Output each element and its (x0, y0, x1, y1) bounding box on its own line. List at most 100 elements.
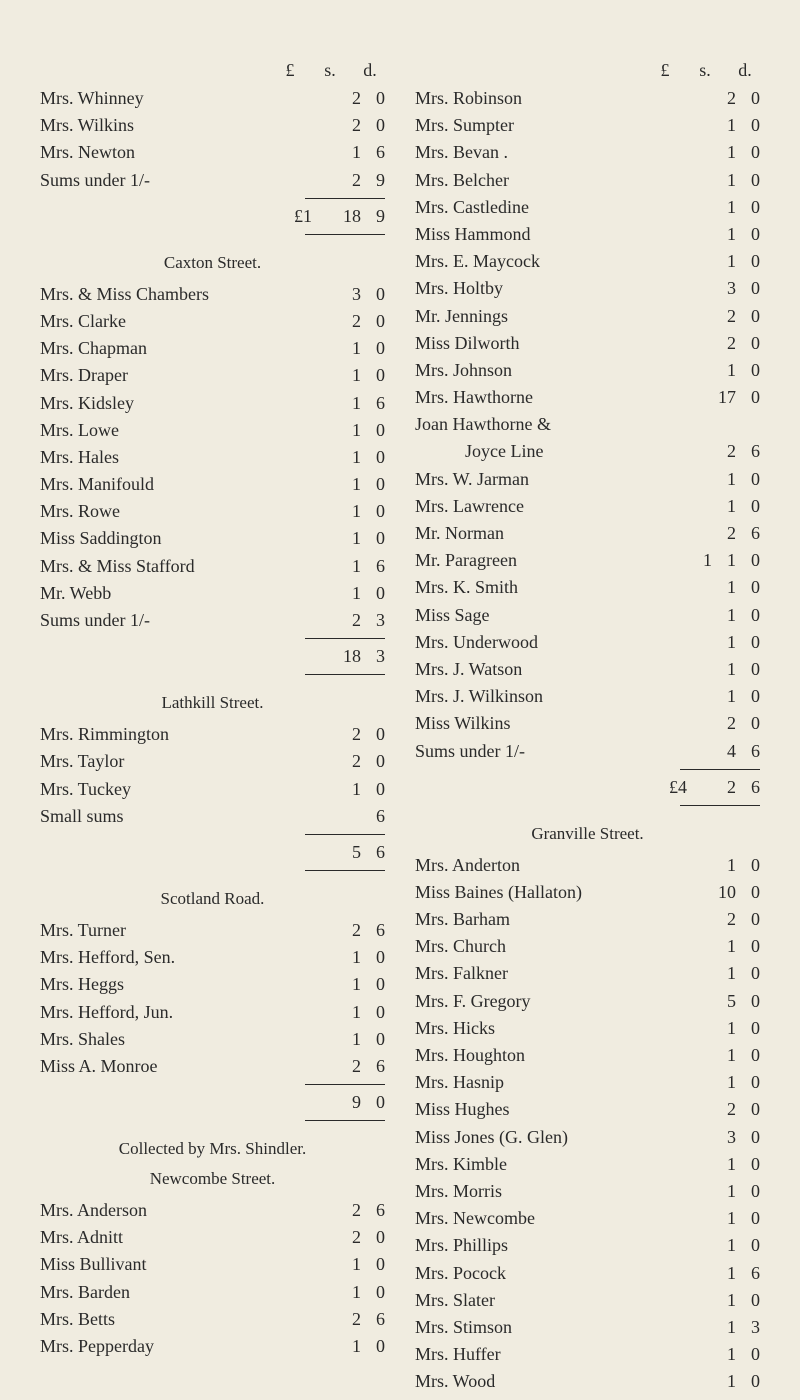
ledger-entry: Mrs. Adnitt20 (40, 1224, 385, 1251)
rule (305, 638, 385, 639)
entry-name: Mrs. Betts (40, 1307, 337, 1332)
ledger-entry: Mrs. Falkner10 (415, 960, 760, 987)
ledger-entry: Mrs. & Miss Stafford16 (40, 553, 385, 580)
ledger-entry: Mrs. Wood10 (415, 1368, 760, 1395)
entry-name: Mrs. F. Gregory (415, 989, 712, 1014)
scotland-total: 9 0 (40, 1089, 385, 1116)
amt-d: 0 (361, 581, 385, 606)
amt-s: 3 (337, 282, 361, 307)
entry-name: Mr. Paragreen (415, 548, 688, 573)
caxton-list: Mrs. & Miss Chambers30Mrs. Clarke20Mrs. … (40, 281, 385, 634)
scotland-title: Scotland Road. (40, 889, 385, 909)
amt-s: 2 (337, 86, 361, 111)
amt-d: 0 (361, 749, 385, 774)
ledger-entry: Mrs. Underwood10 (415, 629, 760, 656)
amt-d: 0 (736, 1125, 760, 1150)
amt-d: 6 (361, 1198, 385, 1223)
amt-d: 0 (736, 1016, 760, 1041)
ledger-entry: Mrs. Holtby30 (415, 275, 760, 302)
total-d: 6 (736, 777, 760, 798)
amt-d: 0 (736, 1097, 760, 1122)
ledger-entry: Mrs. K. Smith10 (415, 574, 760, 601)
amt-d: 0 (361, 86, 385, 111)
rule (305, 674, 385, 675)
ledger-entry: Miss Hammond10 (415, 221, 760, 248)
amt-s: 2 (712, 711, 736, 736)
amt-d: 0 (361, 363, 385, 388)
ledger-entry: Mrs. Chapman10 (40, 335, 385, 362)
entry-name: Mrs. Sumpter (415, 113, 712, 138)
amt-s: 1 (712, 1369, 736, 1394)
ledger-entry: Mrs. Bevan .10 (415, 139, 760, 166)
ledger-entry: Mrs. Hefford, Sen.10 (40, 944, 385, 971)
entry-name: Mrs. Lawrence (415, 494, 712, 519)
entry-name: Mrs. Barham (415, 907, 712, 932)
amt-s: 1 (712, 1233, 736, 1258)
amt-d: 0 (736, 195, 760, 220)
entry-name: Mrs. Stimson (415, 1315, 712, 1340)
amt-s: 1 (337, 1252, 361, 1277)
ledger-entry: Mrs. Slater10 (415, 1287, 760, 1314)
total-d: 3 (361, 646, 385, 667)
entry-name: Mrs. Hawthorne (415, 385, 712, 410)
amt-s: 1 (337, 418, 361, 443)
ledger-entry: Mrs. Phillips10 (415, 1232, 760, 1259)
entry-name: Mrs. Whinney (40, 86, 337, 111)
ledger-entry: Mrs. Draper10 (40, 362, 385, 389)
amt-s: 1 (712, 1070, 736, 1095)
pound-header: £ (655, 60, 675, 81)
pence-header: d. (360, 60, 380, 81)
entry-name: Mrs. Hefford, Jun. (40, 1000, 337, 1025)
amt-d: 0 (736, 657, 760, 682)
ledger-entry: Sums under 1/-23 (40, 607, 385, 634)
total-s: 18 (337, 646, 361, 667)
joyce-row: Joyce Line 2 6 (415, 438, 760, 465)
ledger-entry: Miss Wilkins20 (415, 710, 760, 737)
entry-name: Miss Bullivant (40, 1252, 337, 1277)
entry-name: Mrs. Underwood (415, 630, 712, 655)
ledger-entry: Mrs. Sumpter10 (415, 112, 760, 139)
amt-s: 1 (712, 548, 736, 573)
ledger-entry: Mrs. Anderson26 (40, 1197, 385, 1224)
entry-name: Miss Dilworth (415, 331, 712, 356)
entry-name: Miss Sage (415, 603, 712, 628)
amt-s: 1 (712, 113, 736, 138)
right-column: £ s. d. Mrs. Robinson20Mrs. Sumpter10Mrs… (415, 60, 760, 1340)
entry-name: Mrs. Pepperday (40, 1334, 337, 1359)
entry-name: Mrs. Lowe (40, 418, 337, 443)
total-s: 9 (337, 1092, 361, 1113)
ledger-entry: Mrs. Shales10 (40, 1026, 385, 1053)
entry-name: Mrs. Houghton (415, 1043, 712, 1068)
caxton-title: Caxton Street. (40, 253, 385, 273)
amt-s: 2 (337, 1054, 361, 1079)
amt-s: 1 (712, 961, 736, 986)
ledger-entry: Mrs. F. Gregory50 (415, 988, 760, 1015)
entry-name: Joyce Line (415, 439, 712, 464)
amt-d: 0 (736, 1233, 760, 1258)
amt-s: 1 (712, 1206, 736, 1231)
entry-name: Mrs. Bevan . (415, 140, 712, 165)
ledger-entry: Mrs. Huffer10 (415, 1341, 760, 1368)
ledger-entry: Mrs. Whinney20 (40, 85, 385, 112)
amt-d: 0 (736, 494, 760, 519)
ledger-entry: Mrs. & Miss Chambers30 (40, 281, 385, 308)
amt-s: 1 (337, 336, 361, 361)
amt-d: 0 (736, 1369, 760, 1394)
amt-s: 2 (712, 304, 736, 329)
amt-d: 6 (361, 140, 385, 165)
rule (305, 834, 385, 835)
joan-row: Joan Hawthorne & (415, 411, 760, 438)
amt-s: 1 (712, 603, 736, 628)
amt-d: 0 (361, 282, 385, 307)
ledger-entry: Mrs. J. Watson10 (415, 656, 760, 683)
ledger-entry: Mrs. Betts26 (40, 1306, 385, 1333)
entry-name: Mrs. Barden (40, 1280, 337, 1305)
entry-name: Miss Jones (G. Glen) (415, 1125, 712, 1150)
amt-d: 0 (736, 1152, 760, 1177)
amt-s: 1 (712, 657, 736, 682)
entry-name: Mr. Webb (40, 581, 337, 606)
ledger-entry: Mrs. Kimble10 (415, 1151, 760, 1178)
ledger-entry: Mr. Jennings20 (415, 303, 760, 330)
rule (305, 234, 385, 235)
amt-s: 1 (712, 630, 736, 655)
